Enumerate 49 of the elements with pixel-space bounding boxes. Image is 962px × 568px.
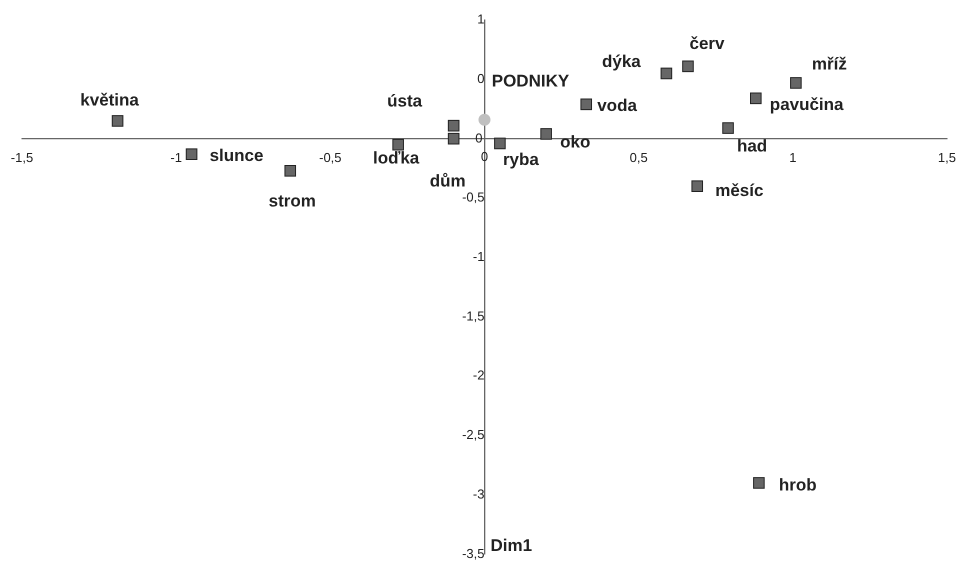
annotation: dům <box>430 171 466 190</box>
y-tick-label: -1,5 <box>462 308 484 324</box>
annotation: Dim1 <box>490 536 532 555</box>
annotation: ryba <box>502 150 540 170</box>
annotation: PODNIKY <box>492 71 570 90</box>
point <box>691 180 704 192</box>
point <box>682 60 694 72</box>
point <box>580 98 592 110</box>
y-tick-label: -0,5 <box>462 190 484 205</box>
annotation: hrob <box>778 476 817 495</box>
point <box>284 164 296 177</box>
y-tick-label: 0 <box>477 70 484 86</box>
annotation: červ <box>689 34 726 53</box>
x-tick-label: 1,5 <box>938 150 956 166</box>
point <box>448 120 460 132</box>
point <box>448 132 460 145</box>
annotation: mříž <box>812 54 847 74</box>
y-tick-label: -3 <box>472 486 484 502</box>
point <box>750 92 762 104</box>
y-tick-label: -2 <box>472 368 484 383</box>
point <box>494 138 506 150</box>
y-tick-label: -2,5 <box>462 427 484 442</box>
point <box>186 148 198 160</box>
x-tick-label: 1 <box>789 150 796 166</box>
y-tick-label: -3,5 <box>462 546 484 561</box>
x-tick-label: -1,5 <box>10 150 34 166</box>
annotation: slunce <box>210 146 264 165</box>
y-tick-label: -1 <box>472 249 484 264</box>
point <box>790 77 802 89</box>
annotation: květina <box>80 90 140 110</box>
y-tick-label: 1 <box>477 12 484 27</box>
point <box>722 122 734 134</box>
x-tick-label: -0,5 <box>319 150 342 166</box>
annotation: voda <box>597 96 638 115</box>
annotation: strom <box>268 191 316 210</box>
point <box>478 114 490 126</box>
annotation: pavučina <box>770 95 844 114</box>
point <box>753 477 765 489</box>
annotation: ústa <box>387 91 423 110</box>
annotation: loďka <box>373 148 420 168</box>
x-tick-label: 0,5 <box>630 150 648 166</box>
annotation: dýka <box>602 52 642 72</box>
annotation: měsíc <box>715 180 764 200</box>
point <box>392 138 404 150</box>
annotation: had <box>736 136 768 156</box>
point <box>660 68 672 80</box>
x-tick-label: -1 <box>170 150 182 166</box>
point <box>540 128 552 140</box>
point <box>112 115 124 127</box>
